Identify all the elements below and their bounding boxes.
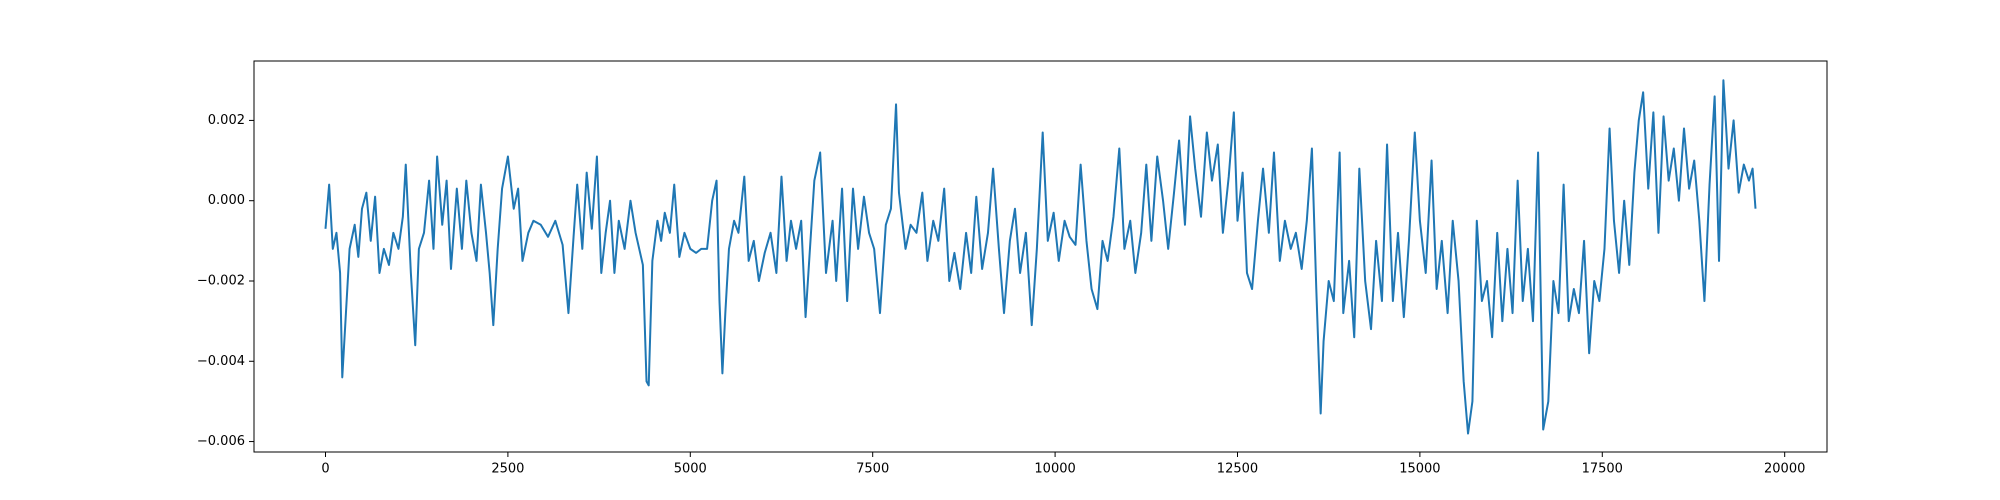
y-tick-label: 0.000 bbox=[208, 193, 245, 208]
x-tick-label: 5000 bbox=[674, 462, 707, 477]
data-line bbox=[324, 79, 1757, 435]
y-tick-label: −0.002 bbox=[197, 273, 245, 288]
y-tick-label: −0.006 bbox=[197, 434, 245, 449]
x-tick-label: 17500 bbox=[1582, 462, 1623, 477]
y-tick-label: −0.004 bbox=[197, 354, 245, 369]
y-tick-label: 0.002 bbox=[208, 113, 245, 128]
x-tick-label: 0 bbox=[321, 462, 329, 477]
x-tick-label: 2500 bbox=[491, 462, 524, 477]
x-tick-label: 15000 bbox=[1399, 462, 1440, 477]
x-tick-label: 10000 bbox=[1034, 462, 1075, 477]
x-tick-label: 20000 bbox=[1764, 462, 1805, 477]
x-tick-label: 12500 bbox=[1217, 462, 1258, 477]
x-tick-label: 7500 bbox=[856, 462, 889, 477]
plot-frame bbox=[253, 60, 1828, 453]
